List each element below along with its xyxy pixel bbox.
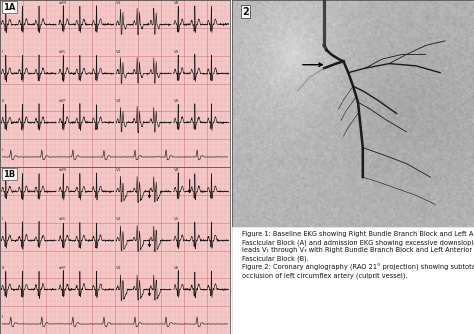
Text: V2: V2 xyxy=(116,217,122,221)
Text: V1: V1 xyxy=(116,168,121,172)
Text: V2: V2 xyxy=(116,50,122,54)
Text: aVL: aVL xyxy=(59,217,66,221)
Text: V6: V6 xyxy=(173,266,179,270)
Text: aVF: aVF xyxy=(59,99,66,103)
Text: III: III xyxy=(1,266,5,270)
Text: V6: V6 xyxy=(173,99,179,103)
Text: V5: V5 xyxy=(173,217,179,221)
Text: II: II xyxy=(1,217,3,221)
Text: I: I xyxy=(1,1,2,5)
Text: V5: V5 xyxy=(173,50,179,54)
Text: V3: V3 xyxy=(116,266,122,270)
Text: 1A: 1A xyxy=(3,2,16,11)
Text: 2: 2 xyxy=(242,7,249,17)
Text: aVR: aVR xyxy=(59,168,67,172)
Text: V3: V3 xyxy=(116,99,122,103)
Text: III: III xyxy=(1,99,5,103)
Text: 1B: 1B xyxy=(3,169,16,178)
Text: V4: V4 xyxy=(173,168,179,172)
Text: aVL: aVL xyxy=(59,50,66,54)
Text: aVF: aVF xyxy=(59,266,66,270)
Text: aVR: aVR xyxy=(59,1,67,5)
Text: II: II xyxy=(1,148,3,152)
Text: II: II xyxy=(1,315,3,319)
Text: I: I xyxy=(1,168,2,172)
Text: V1: V1 xyxy=(116,1,121,5)
Text: Figure 1: Baseline EKG showing Right Bundle Branch Block and Left Anterior
Fasci: Figure 1: Baseline EKG showing Right Bun… xyxy=(242,231,474,279)
Text: II: II xyxy=(1,50,3,54)
Text: V4: V4 xyxy=(173,1,179,5)
